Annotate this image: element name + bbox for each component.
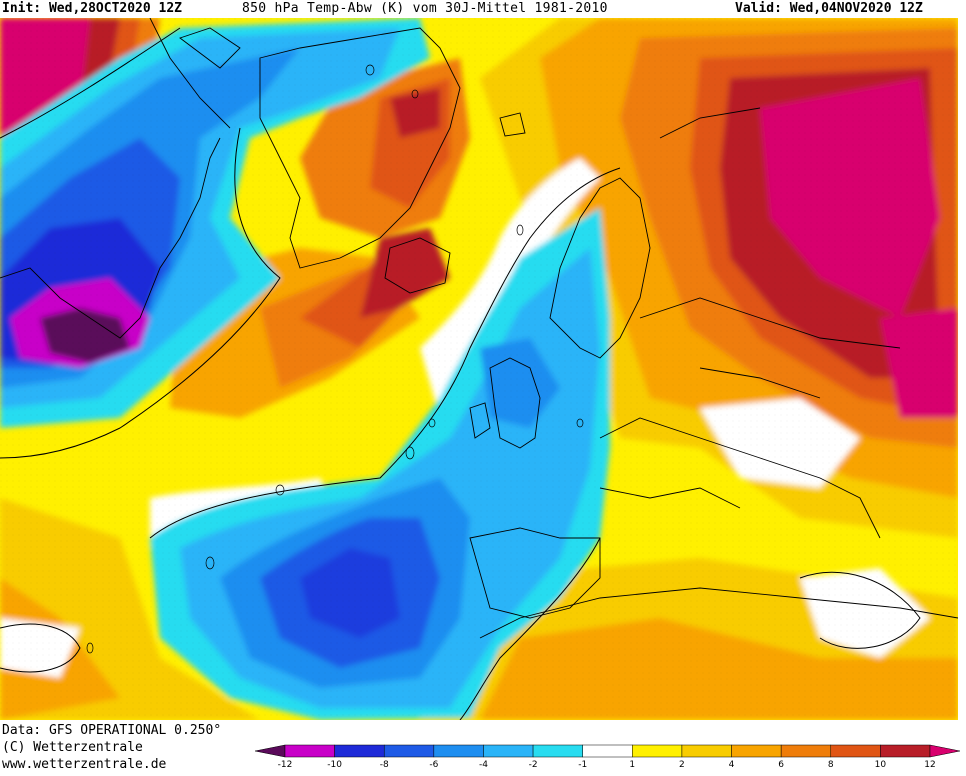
legend-tick-label: 10 bbox=[874, 760, 887, 770]
legend-tick-label: 8 bbox=[827, 760, 834, 770]
legend-tick-label: 4 bbox=[728, 760, 735, 770]
data-source-label: Data: GFS OPERATIONAL 0.250° bbox=[2, 723, 222, 738]
color-scale-bar bbox=[254, 744, 961, 758]
legend-tick-label: 12 bbox=[924, 760, 936, 770]
website-link[interactable]: www.wetterzentrale.de bbox=[2, 757, 167, 772]
legend-segment bbox=[532, 744, 583, 758]
legend-tick-label: -12 bbox=[277, 760, 293, 770]
legend-tick-label: 2 bbox=[679, 760, 685, 770]
legend-tick-label: -10 bbox=[327, 760, 342, 770]
legend-segment bbox=[334, 744, 385, 758]
legend-segment bbox=[284, 744, 335, 758]
anomaly-field-svg bbox=[0, 18, 958, 720]
legend-segment bbox=[681, 744, 732, 758]
legend-tick-label: -8 bbox=[379, 760, 389, 770]
map-footer: Data: GFS OPERATIONAL 0.250° (C) Wetterz… bbox=[0, 720, 966, 776]
map-title: 850 hPa Temp-Abw (K) vom 30J-Mittel 1981… bbox=[242, 1, 608, 16]
copyright-label: (C) Wetterzentrale bbox=[2, 740, 143, 755]
zero-contour-lines bbox=[0, 27, 921, 720]
legend-segment bbox=[483, 744, 534, 758]
legend-segment bbox=[383, 744, 435, 758]
legend-tick-label: -6 bbox=[429, 760, 439, 770]
legend-tick-label: 6 bbox=[778, 760, 785, 770]
legend-segment bbox=[731, 744, 782, 758]
legend-segment bbox=[582, 744, 633, 758]
temperature-anomaly-map[interactable] bbox=[0, 18, 958, 720]
legend-tick-label: 1 bbox=[629, 760, 636, 770]
init-time-label: Init: Wed,28OCT2020 12Z bbox=[2, 1, 183, 16]
legend-segment bbox=[433, 744, 484, 758]
small-contour-islands bbox=[86, 64, 584, 654]
coastline-outlines bbox=[0, 18, 958, 639]
legend-segment bbox=[254, 744, 286, 758]
legend-segment bbox=[780, 744, 832, 758]
legend-tick-label: -1 bbox=[578, 760, 588, 770]
valid-time-label: Valid: Wed,04NOV2020 12Z bbox=[735, 1, 923, 16]
legend-tick-label: -4 bbox=[478, 760, 488, 770]
legend-segment bbox=[632, 744, 683, 758]
legend-tick-label: -2 bbox=[528, 760, 538, 770]
legend-segment bbox=[830, 744, 881, 758]
legend-segment bbox=[929, 744, 961, 758]
legend-segment bbox=[880, 744, 931, 758]
map-header: Init: Wed,28OCT2020 12Z 850 hPa Temp-Abw… bbox=[0, 0, 966, 18]
color-scale-legend: -12 -10 -8 -6 -4 -2 -1 1 2 4 6 8 10 12 bbox=[254, 743, 961, 773]
